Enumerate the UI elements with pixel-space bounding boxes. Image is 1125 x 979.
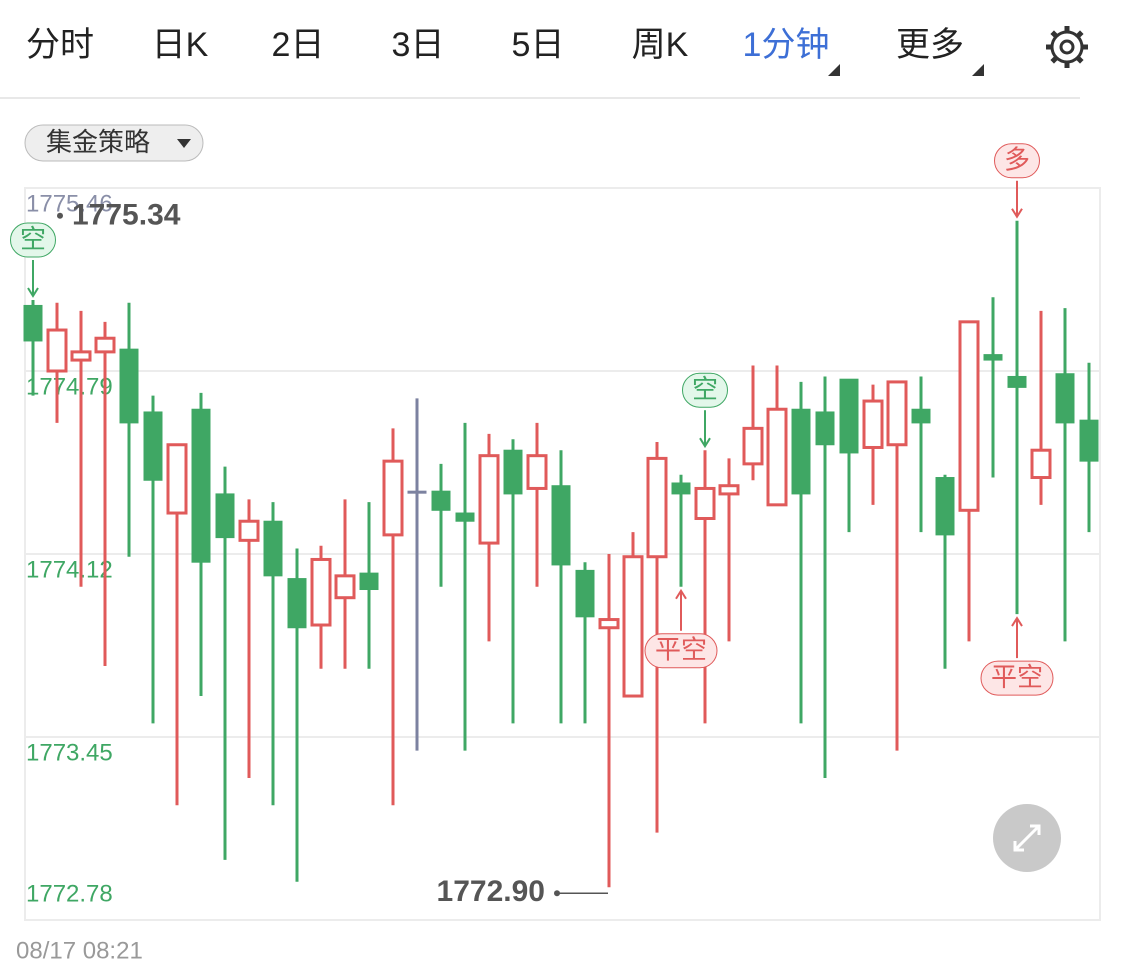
candle-body [575,569,595,618]
min-label: 1772.90 [437,875,545,908]
candle-body [287,578,307,629]
candle-body [23,304,43,342]
settings-icon[interactable] [1046,26,1088,68]
candle-body [718,484,740,496]
candle-body [671,482,691,495]
candle-body [839,378,859,454]
strategy-button[interactable]: 集金策略 [24,124,204,162]
candle-body [815,411,835,446]
candle-body [983,354,1003,361]
candle-body [431,490,451,511]
candle-body [935,477,955,536]
candle-body [958,320,980,512]
y-tick-label: 1774.12 [26,556,113,583]
y-tick-label: 1774.79 [26,373,113,400]
candle-body [455,512,475,522]
candle-body [911,408,931,424]
tab-caret [972,64,984,76]
candle-body [166,443,188,515]
candle-body [503,449,523,495]
signal-label: 空 [20,224,46,254]
signal: 多 [994,143,1040,219]
signal-label: 多 [1004,145,1030,175]
candle-body [791,408,811,495]
candle-body [1079,419,1099,462]
timestamp: 08/17 08:21 [16,937,143,964]
tab-caret [828,64,840,76]
signal-pill [994,143,1040,179]
gear-teeth [1046,26,1088,68]
candle-body [407,490,427,494]
candle-body [46,328,68,373]
tab[interactable]: 3日 [392,26,445,64]
candle-body [1007,375,1027,388]
candle-body [359,572,379,591]
candle-body [622,555,644,698]
fullscreen-button[interactable] [993,804,1061,872]
candle-body [646,456,668,559]
candle-body [310,557,332,627]
y-tick-label: 1772.78 [26,880,113,907]
max-dot [57,212,63,219]
signal-arrowhead [1011,208,1023,219]
y-tick-label: 1775.46 [26,190,113,217]
signal-label: 平空 [655,635,707,665]
signal-arrowhead [699,437,711,449]
tab[interactable]: 1分钟 [743,26,830,64]
candle-body [694,486,716,520]
candle-body [862,399,884,449]
signal-pill [10,222,56,258]
gear-ring [1050,30,1084,64]
signal-pill [980,660,1054,696]
candle-body [598,618,620,630]
dropdown-caret [177,139,191,148]
tab[interactable]: 5日 [512,26,565,64]
candle-body [143,411,163,481]
candle-body [766,407,788,507]
signal: 平空 [980,616,1054,696]
signal: 空 [10,222,56,298]
signal-label: 平空 [991,662,1043,692]
candle-body [94,336,116,354]
tab[interactable]: 周K [632,26,689,64]
candle-body [334,574,356,600]
signal: 平空 [644,588,718,669]
candle-body [215,493,235,539]
tab[interactable]: 分时 [26,26,94,64]
gear-hub [1059,39,1075,55]
signal-arrowhead [1011,616,1023,627]
signal-pill [682,372,728,408]
candle-body [478,454,500,545]
candle-body [1030,448,1052,480]
candle-body [886,380,908,447]
signal-pill [644,633,718,669]
tab[interactable]: 更多 [896,26,964,64]
strategy-label: 集金策略 [46,127,150,157]
candle-body [742,426,764,466]
candle-body [551,485,571,566]
candle-body [70,350,92,362]
y-tick-label: 1773.45 [26,739,113,766]
tab[interactable]: 日K [152,26,209,64]
candle-body [1055,373,1075,424]
candle-body [382,459,404,537]
signal: 空 [682,372,728,449]
fullscreen-icon [1013,824,1041,852]
max-label: 1775.34 [72,199,181,232]
min-dot [554,890,560,897]
strategy-pill [24,124,204,162]
tab[interactable]: 2日 [272,26,325,64]
candle-body [191,408,211,563]
signal-arrowhead [27,287,39,298]
candle-body [526,454,548,490]
candle-body [238,519,260,542]
signal-arrowhead [675,588,687,600]
signal-label: 空 [692,374,718,404]
candle-body [119,348,139,424]
candle-body [263,520,283,577]
